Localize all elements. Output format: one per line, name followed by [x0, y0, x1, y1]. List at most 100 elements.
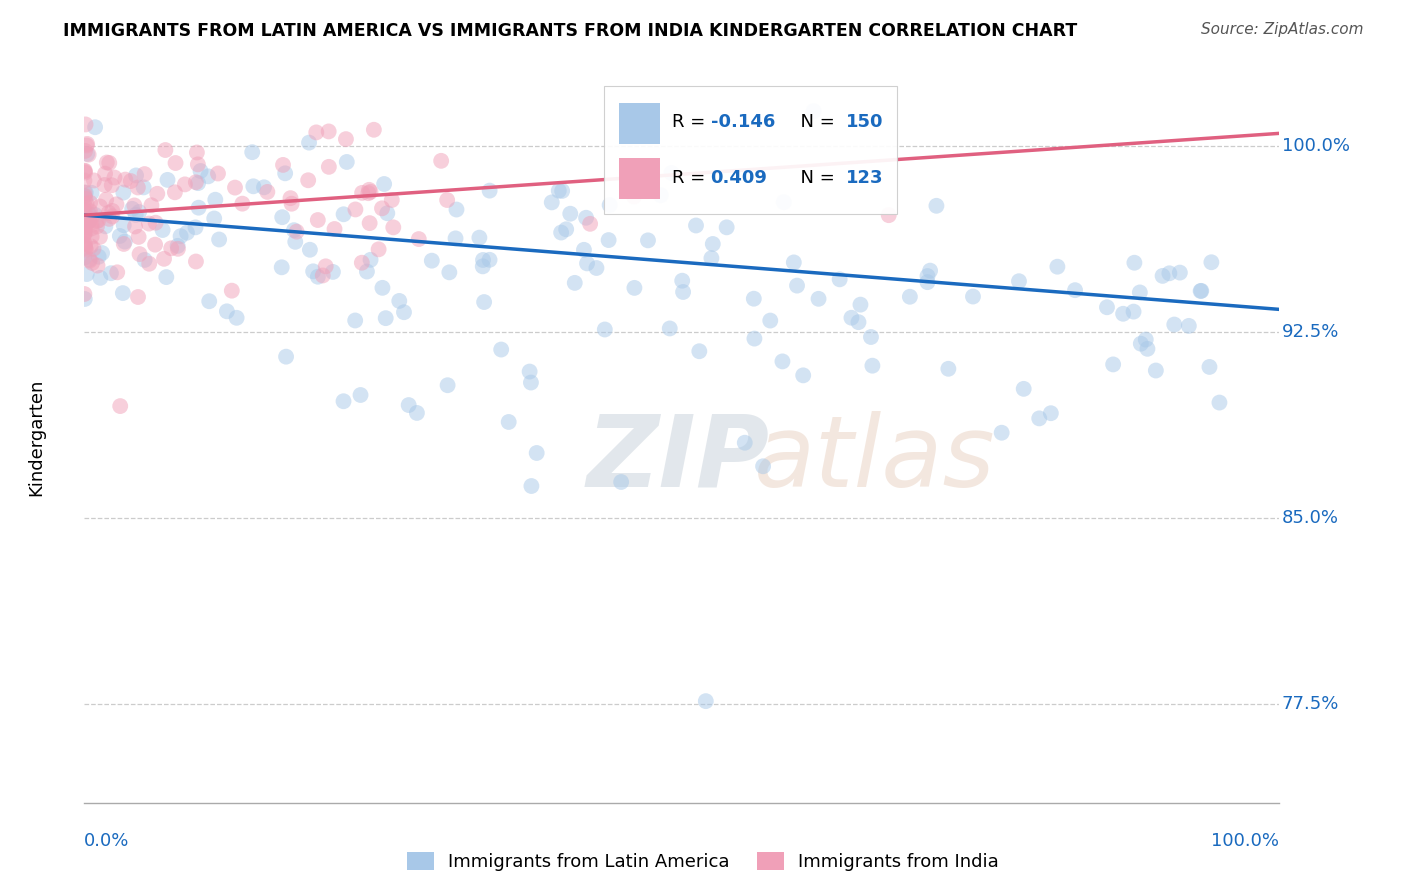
- Point: [98, 211, 121, 226]
- Point: [356, 264, 378, 278]
- Point: [114, 235, 136, 249]
- FancyBboxPatch shape: [619, 159, 661, 199]
- Point: [772, 354, 794, 368]
- Point: [76, 136, 98, 151]
- Point: [585, 260, 607, 275]
- Point: [1144, 363, 1167, 377]
- Point: [184, 254, 207, 268]
- Text: 77.5%: 77.5%: [1282, 695, 1340, 713]
- Point: [688, 344, 710, 359]
- Point: [572, 243, 595, 257]
- Point: [73, 219, 96, 234]
- Point: [202, 211, 225, 226]
- Point: [79, 204, 101, 219]
- Text: atlas: atlas: [754, 410, 995, 508]
- Point: [283, 223, 305, 237]
- Point: [444, 231, 467, 245]
- Point: [114, 172, 136, 186]
- Point: [623, 281, 645, 295]
- Point: [215, 304, 238, 318]
- Point: [564, 276, 586, 290]
- Point: [163, 186, 186, 200]
- Point: [76, 196, 98, 211]
- Point: [576, 256, 599, 270]
- Point: [73, 188, 96, 202]
- Point: [128, 230, 150, 244]
- Point: [1012, 382, 1035, 396]
- Point: [80, 186, 103, 200]
- Point: [381, 193, 404, 207]
- Point: [120, 174, 142, 188]
- Point: [138, 217, 160, 231]
- Point: [1064, 283, 1087, 297]
- Text: R =: R =: [672, 169, 711, 187]
- Point: [100, 178, 122, 193]
- Point: [207, 166, 229, 180]
- Point: [76, 147, 98, 161]
- Point: [1028, 411, 1050, 425]
- Point: [77, 214, 100, 228]
- Point: [79, 252, 101, 267]
- Point: [79, 253, 101, 268]
- Point: [75, 241, 97, 255]
- Point: [363, 122, 385, 136]
- Point: [77, 147, 100, 161]
- Point: [75, 243, 97, 257]
- Point: [650, 188, 672, 202]
- Point: [166, 239, 188, 253]
- Point: [73, 189, 96, 203]
- Point: [859, 330, 882, 344]
- Point: [128, 247, 150, 261]
- Point: [280, 191, 302, 205]
- Point: [73, 163, 96, 178]
- Point: [671, 274, 693, 288]
- Point: [284, 235, 307, 249]
- Point: [87, 213, 110, 227]
- Point: [169, 229, 191, 244]
- Point: [860, 359, 883, 373]
- Point: [75, 226, 97, 240]
- Point: [94, 167, 117, 181]
- Point: [1123, 256, 1146, 270]
- Point: [1178, 318, 1201, 333]
- Point: [271, 211, 294, 225]
- Point: [526, 446, 548, 460]
- Point: [73, 219, 96, 233]
- Point: [101, 203, 124, 218]
- Point: [75, 218, 97, 232]
- Point: [80, 211, 103, 226]
- Point: [920, 263, 942, 277]
- Point: [360, 252, 382, 267]
- Point: [125, 208, 148, 222]
- Point: [877, 208, 900, 222]
- Point: [752, 459, 775, 474]
- Point: [938, 361, 960, 376]
- Point: [359, 216, 381, 230]
- Point: [367, 243, 389, 257]
- Point: [75, 186, 97, 200]
- Point: [155, 143, 177, 157]
- Point: [231, 196, 253, 211]
- Point: [898, 290, 921, 304]
- Point: [623, 189, 645, 203]
- Point: [160, 241, 183, 255]
- Point: [190, 164, 212, 178]
- Point: [318, 124, 340, 138]
- Point: [128, 205, 150, 219]
- Point: [101, 210, 124, 224]
- Text: R =: R =: [672, 112, 711, 131]
- Point: [430, 153, 453, 168]
- Point: [547, 184, 569, 198]
- Point: [176, 226, 198, 240]
- Point: [498, 415, 520, 429]
- Text: Kindergarten: Kindergarten: [28, 378, 45, 496]
- Point: [91, 246, 114, 260]
- Point: [73, 287, 96, 301]
- Point: [73, 144, 96, 158]
- Point: [76, 138, 98, 153]
- Point: [305, 125, 328, 139]
- Point: [184, 220, 207, 235]
- Point: [86, 219, 108, 234]
- Point: [408, 232, 430, 246]
- Text: 85.0%: 85.0%: [1282, 508, 1339, 526]
